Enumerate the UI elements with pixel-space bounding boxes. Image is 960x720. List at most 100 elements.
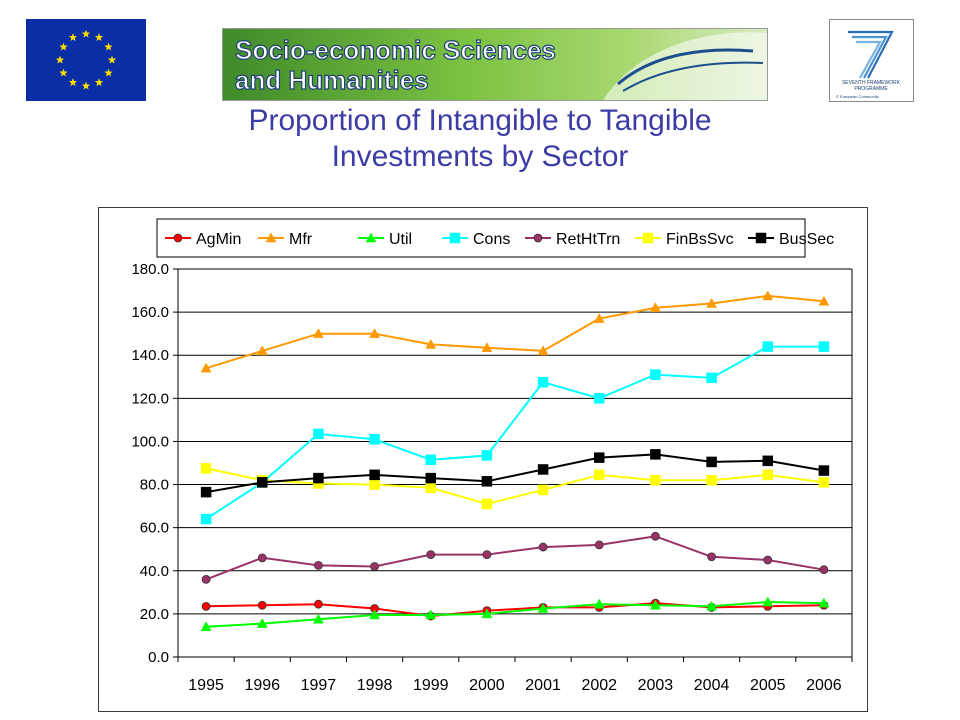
banner-line2: and Humanities	[235, 65, 429, 95]
x-tick-label: 2002	[581, 677, 617, 694]
legend-entry: AgMin	[196, 231, 241, 248]
data-point-mfr	[818, 295, 830, 306]
data-point-mfr	[593, 313, 605, 323]
eu-star-icon	[68, 78, 78, 87]
legend-entry: FinBsSvc	[666, 231, 734, 248]
data-point-util	[369, 609, 381, 620]
data-point-bussec	[818, 465, 830, 476]
eu-star-icon	[94, 78, 104, 87]
data-point-cons	[369, 434, 380, 445]
eu-star-icon	[59, 42, 68, 51]
data-point-rethttrn	[426, 550, 436, 560]
data-point-mfr	[537, 345, 549, 356]
eu-star-icon	[94, 33, 104, 42]
series-line-finbssvc	[205, 467, 825, 506]
y-tick-label: 40.0	[140, 563, 169, 580]
data-point-rethttrn	[201, 574, 211, 584]
data-point-finbssvc	[594, 469, 605, 481]
x-tick-label: 2003	[638, 677, 674, 694]
data-point-mfr	[312, 328, 324, 338]
y-tick-label: 160.0	[131, 304, 169, 321]
data-point-mfr	[256, 345, 268, 356]
eu-star-icon	[55, 55, 65, 64]
data-point-agmin	[257, 600, 267, 610]
ssh-banner-logo: Socio-economic Sciences and Humanities	[222, 28, 768, 101]
legend-marker	[365, 232, 377, 243]
data-point-agmin	[314, 599, 323, 609]
data-point-rethttrn	[538, 542, 548, 552]
data-point-util	[425, 609, 437, 620]
data-point-mfr	[706, 297, 718, 308]
data-point-util	[593, 598, 605, 609]
y-tick-label: 180.0	[131, 261, 169, 278]
legend-marker	[533, 233, 543, 243]
fp7-seven-icon	[848, 30, 894, 79]
data-point-finbssvc	[818, 477, 830, 488]
data-point-cons	[706, 372, 717, 384]
data-point-finbssvc	[762, 469, 773, 481]
data-point-bussec	[313, 472, 324, 484]
data-point-cons	[200, 513, 212, 525]
eu-star-icon	[107, 55, 117, 64]
data-point-bussec	[706, 456, 717, 468]
legend-entry: Cons	[473, 231, 510, 248]
x-tick-label: 2005	[750, 677, 786, 694]
series-line-rethttrn	[205, 535, 825, 581]
fp7-caption2: PROGRAMME	[854, 86, 888, 92]
data-point-cons	[313, 428, 324, 440]
data-point-bussec	[481, 476, 493, 487]
data-point-util	[706, 600, 718, 611]
data-point-util	[312, 613, 324, 624]
x-tick-label: 1998	[357, 677, 393, 694]
x-tick-label: 2001	[525, 677, 561, 694]
legend-marker	[265, 232, 277, 243]
data-point-finbssvc	[425, 482, 436, 494]
data-point-mfr	[762, 290, 774, 301]
y-tick-label: 120.0	[131, 390, 169, 407]
data-point-bussec	[537, 464, 549, 475]
data-point-rethttrn	[370, 562, 379, 571]
y-tick-label: 100.0	[131, 433, 169, 450]
data-point-rethttrn	[651, 531, 660, 541]
eu-star-icon	[68, 33, 78, 42]
data-point-rethttrn	[257, 553, 267, 563]
fp7-copyright: © European Community	[836, 94, 879, 99]
chart-frame: 0.0 20.0 40.0 60.0 80.0 100.0 120.0 140.0 160.0 1…	[98, 207, 868, 712]
series-line-bussec	[205, 453, 825, 494]
title-line-2: Investments by Sector	[331, 140, 629, 173]
title-line-1: Proportion of Intangible to Tangible	[248, 104, 712, 137]
x-tick-label: 1997	[301, 677, 337, 694]
data-point-cons	[481, 450, 493, 461]
banner-line1: Socio-economic Sciences	[235, 35, 556, 65]
fp7-caption1: SEVENTH FRAMEWORK	[842, 80, 901, 86]
eu-star-icon	[81, 81, 91, 90]
eu-star-icon	[104, 68, 113, 77]
data-point-util	[537, 602, 549, 613]
y-tick-label: 0.0	[148, 649, 169, 666]
data-point-mfr	[200, 362, 212, 373]
data-point-util	[200, 621, 212, 632]
data-point-cons	[818, 341, 830, 352]
eu-star-icon	[104, 42, 113, 51]
x-tick-label: 2000	[469, 677, 505, 694]
data-point-finbssvc	[537, 484, 549, 496]
page-title: Proportion of Intangible to Tangible Inv…	[150, 103, 810, 175]
y-tick-label: 20.0	[140, 606, 169, 623]
line-chart: 0.0 20.0 40.0 60.0 80.0 100.0 120.0 140.0 160.0 1…	[131, 218, 853, 694]
fp7-logo: SEVENTH FRAMEWORK PROGRAMME © European C…	[829, 19, 914, 102]
data-point-bussec	[369, 469, 380, 481]
data-point-mfr	[649, 302, 661, 313]
eu-star-icon	[81, 29, 91, 38]
data-point-bussec	[425, 472, 436, 484]
legend-marker	[755, 232, 767, 244]
legend-marker	[173, 233, 183, 243]
data-point-util	[481, 608, 493, 619]
data-point-cons	[425, 454, 436, 466]
data-point-util	[762, 596, 774, 607]
data-point-mfr	[425, 338, 437, 349]
data-point-util	[256, 618, 268, 628]
data-point-finbssvc	[481, 498, 493, 510]
eu-flag-stars	[55, 29, 117, 90]
y-tick-label: 80.0	[140, 477, 169, 494]
data-point-bussec	[762, 455, 773, 467]
